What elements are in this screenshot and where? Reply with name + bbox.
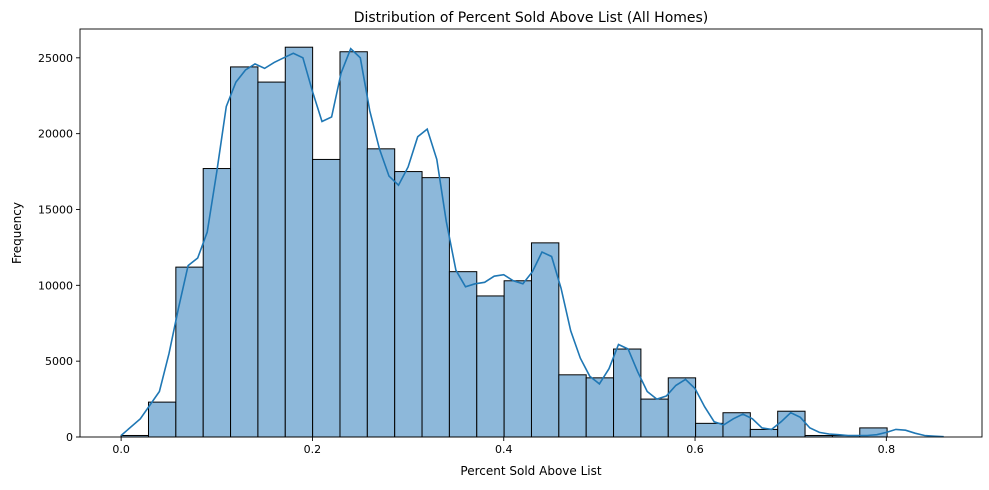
x-tick-label: 0.0 xyxy=(112,443,130,456)
y-tick-label: 20000 xyxy=(38,128,73,141)
y-tick-label: 5000 xyxy=(45,355,73,368)
histogram-bar xyxy=(695,422,724,438)
histogram-bar xyxy=(147,401,177,438)
chart-title: Distribution of Percent Sold Above List … xyxy=(354,10,709,26)
histogram-bar xyxy=(667,377,697,438)
x-tick-label: 0.6 xyxy=(686,443,704,456)
histogram-bar xyxy=(777,410,806,438)
histogram-bar xyxy=(175,266,204,438)
kde-line xyxy=(120,47,944,438)
x-tick-label: 0.4 xyxy=(495,443,513,456)
y-axis: 0 5000 10000 15000 20000 25000 xyxy=(38,52,80,444)
histogram-bar xyxy=(312,158,341,438)
histogram-bar xyxy=(202,168,232,438)
x-tick-label: 0.2 xyxy=(304,443,322,456)
plot-frame xyxy=(79,28,983,438)
x-tick-label: 0.8 xyxy=(878,443,896,456)
histogram-bar xyxy=(257,81,286,438)
histogram-bar xyxy=(366,148,396,438)
y-tick-label: 25000 xyxy=(38,52,73,65)
y-tick-label: 15000 xyxy=(38,203,73,216)
histogram-bar xyxy=(476,295,505,438)
histogram-bar xyxy=(558,374,587,438)
histogram-bar xyxy=(530,242,560,438)
histogram-bar xyxy=(339,51,368,438)
y-tick-label: 10000 xyxy=(38,279,73,292)
histogram-bar xyxy=(613,348,642,438)
histogram-bar xyxy=(585,377,615,438)
y-axis-label: Frequency xyxy=(10,202,24,264)
histogram-bar xyxy=(503,280,532,438)
x-axis-label: Percent Sold Above List xyxy=(460,464,601,478)
histogram-bar xyxy=(640,398,669,438)
histogram-bar xyxy=(394,171,423,438)
histogram-bars xyxy=(120,46,888,438)
histogram-bar xyxy=(448,271,478,438)
x-axis: 0.0 0.2 0.4 0.6 0.8 xyxy=(112,437,895,456)
histogram-bar xyxy=(749,428,779,438)
histogram-bar xyxy=(230,66,259,438)
histogram-bar xyxy=(284,46,314,438)
y-tick-label: 0 xyxy=(66,431,73,444)
